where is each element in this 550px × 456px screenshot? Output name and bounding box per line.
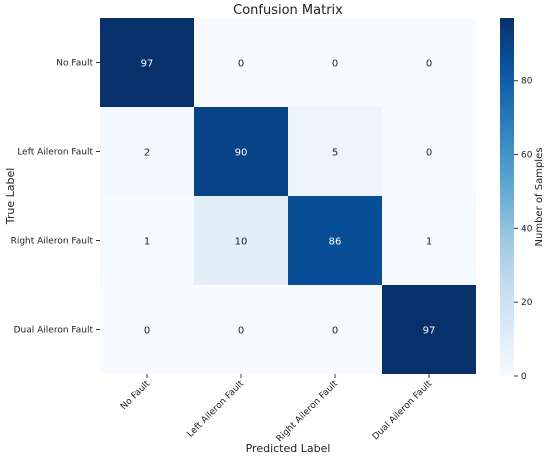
heatmap-cells: 97 0 0 02 90 5 01 10 86 10 0 0 97 xyxy=(100,18,476,374)
colorbar-ticks: 0 20 40 60 80 xyxy=(514,77,533,382)
colorbar-gradient xyxy=(500,18,514,376)
cell-value-label: 97 xyxy=(141,59,154,70)
heatmap-cell xyxy=(382,107,476,196)
colorbar-label: Number of Samples xyxy=(534,148,545,247)
colorbar-tick-label: 20 xyxy=(521,298,533,308)
x-tick-label: No Fault xyxy=(119,379,152,412)
colorbar-tick-label: 40 xyxy=(521,224,533,234)
colorbar: 0 20 40 60 80 Number of Samples xyxy=(500,18,545,382)
cell-value-label: 90 xyxy=(235,148,248,159)
heatmap-cell xyxy=(194,285,288,374)
heatmap-cell xyxy=(100,18,194,107)
cell-value-label: 86 xyxy=(329,237,342,248)
x-tick-label: Dual Aileron Fault xyxy=(371,379,435,443)
y-tick-label: Dual Aileron Fault xyxy=(14,326,94,336)
cell-value-label: 0 xyxy=(238,59,244,70)
heatmap-cell xyxy=(194,107,288,196)
cell-value-label: 0 xyxy=(332,326,338,337)
y-tick-label: Right Aileron Fault xyxy=(11,237,94,247)
y-axis-label: True Label xyxy=(4,168,17,226)
heatmap-cell xyxy=(288,18,382,107)
cell-value-label: 0 xyxy=(426,59,432,70)
x-tick-label: Left Aileron Fault xyxy=(186,379,247,440)
colorbar-tick-label: 80 xyxy=(521,77,533,87)
colorbar-tick-label: 0 xyxy=(521,372,527,382)
heatmap-cell xyxy=(100,107,194,196)
y-tick-label: No Fault xyxy=(56,59,93,69)
x-axis-label: Predicted Label xyxy=(246,442,331,455)
heatmap-cell xyxy=(194,196,288,285)
heatmap-cell xyxy=(382,285,476,374)
cell-value-label: 0 xyxy=(238,326,244,337)
cell-value-label: 2 xyxy=(144,148,150,159)
heatmap-cell xyxy=(288,196,382,285)
cell-value-label: 1 xyxy=(426,237,432,248)
cell-value-label: 97 xyxy=(423,326,436,337)
cell-value-label: 10 xyxy=(235,237,248,248)
cell-value-label: 0 xyxy=(426,148,432,159)
chart-title: Confusion Matrix xyxy=(233,3,343,18)
x-tick-labels: No Fault Left Aileron Fault Right Aileron … xyxy=(119,374,434,444)
colorbar-tick-label: 60 xyxy=(521,151,533,161)
heatmap-cell xyxy=(194,18,288,107)
cell-value-label: 1 xyxy=(144,237,150,248)
heatmap-cell xyxy=(100,196,194,285)
heatmap-cell xyxy=(382,18,476,107)
heatmap-cell xyxy=(288,285,382,374)
heatmap-cell xyxy=(100,285,194,374)
cell-value-label: 5 xyxy=(332,148,338,159)
y-tick-label: Left Aileron Fault xyxy=(17,148,93,158)
heatmap-cell xyxy=(382,196,476,285)
y-tick-labels: No Fault Left Aileron Fault Right Aileron … xyxy=(11,59,100,336)
cell-value-label: 0 xyxy=(332,59,338,70)
x-tick-label: Right Aileron Fault xyxy=(275,379,341,445)
cell-value-label: 0 xyxy=(144,326,150,337)
heatmap-cell xyxy=(288,107,382,196)
